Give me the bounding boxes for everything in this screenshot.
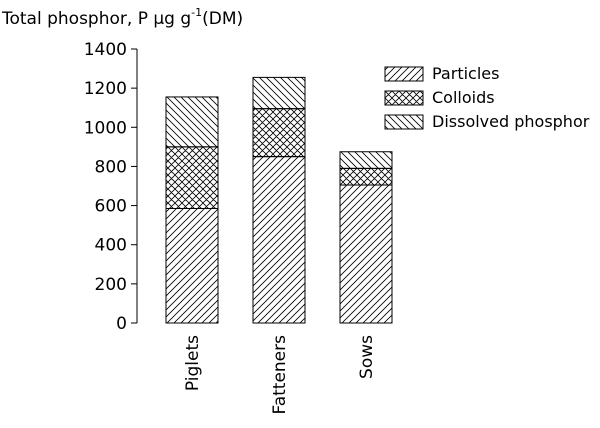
- legend-label-particles: Particles: [432, 64, 499, 83]
- x-category-label-piglets: Piglets: [183, 335, 203, 391]
- y-axis: 0 200 400 600 800 1000 1200 1400: [84, 40, 138, 334]
- y-tick-label: 600: [95, 197, 127, 217]
- y-tick-label: 200: [95, 275, 127, 295]
- y-tick-label: 1400: [84, 40, 127, 60]
- x-axis-labels: Piglets Fatteners Sows: [183, 335, 377, 415]
- legend-swatch-particles: [384, 66, 424, 82]
- legend-label-colloids: Colloids: [432, 88, 495, 107]
- bar-segment-sows-particles: [339, 184, 393, 324]
- bars: [165, 76, 393, 324]
- x-category-label-sows: Sows: [357, 335, 377, 379]
- legend: Particles Colloids Dissolved phosphor: [384, 64, 590, 131]
- y-tick-label: 400: [95, 236, 127, 256]
- bar-segment-sows-dissolved-phosphor: [339, 151, 393, 169]
- bar-segment-fatteners-particles: [252, 156, 306, 324]
- y-tick-label: 1200: [84, 79, 127, 99]
- y-tick-label: 0: [116, 314, 127, 334]
- bar-segment-sows-colloids: [339, 167, 393, 186]
- chart-title: Total phosphor, P µg g-1(DM): [1, 6, 243, 29]
- legend-swatch-colloids: [384, 90, 424, 106]
- x-category-label-fatteners: Fatteners: [270, 335, 290, 415]
- y-tick-label: 800: [95, 157, 127, 177]
- bar-segment-piglets-particles: [165, 208, 219, 324]
- bar-segment-piglets-dissolved-phosphor: [165, 96, 219, 148]
- y-tick-label: 1000: [84, 118, 127, 138]
- legend-swatch-dissolved-phosphor: [384, 114, 424, 130]
- bar-segment-fatteners-dissolved-phosphor: [252, 76, 306, 110]
- legend-label-dissolved-phosphor: Dissolved phosphor: [432, 112, 590, 131]
- bar-segment-piglets-colloids: [165, 146, 219, 210]
- bar-segment-fatteners-colloids: [252, 108, 306, 158]
